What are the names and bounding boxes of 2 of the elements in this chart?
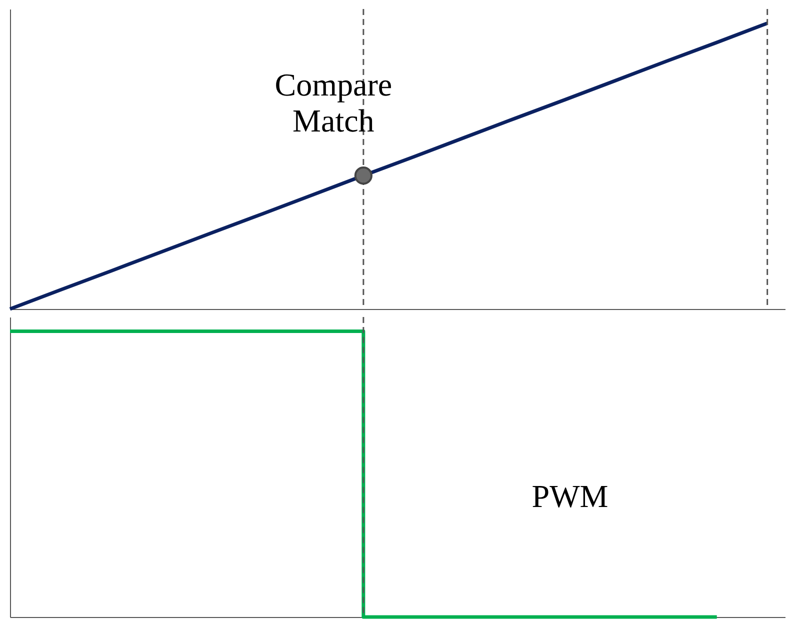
annotation: Compare Match [274, 66, 392, 139]
annotation: PWM [532, 478, 608, 514]
